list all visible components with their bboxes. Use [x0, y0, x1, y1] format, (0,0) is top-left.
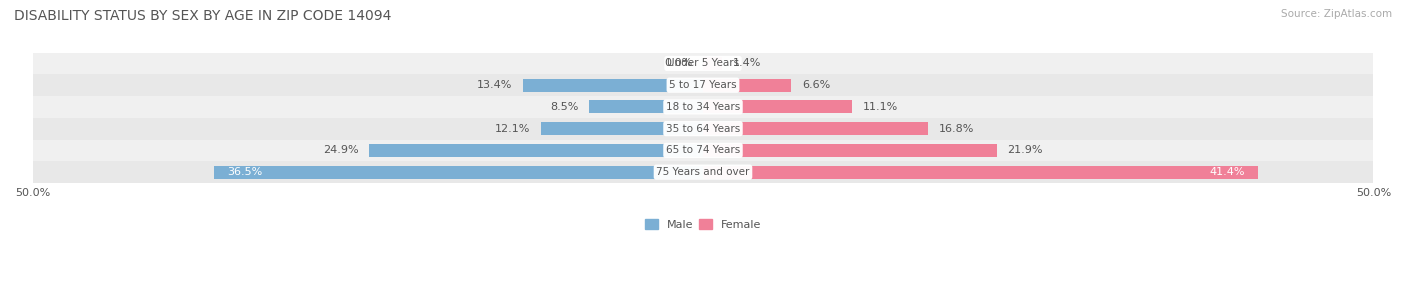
Text: 18 to 34 Years: 18 to 34 Years	[666, 102, 740, 112]
Bar	[523, 79, 703, 92]
Text: 6.6%: 6.6%	[803, 80, 831, 90]
Text: 75 Years and over: 75 Years and over	[657, 167, 749, 177]
Bar	[32, 96, 1374, 118]
Bar	[703, 144, 997, 157]
Text: 41.4%: 41.4%	[1209, 167, 1244, 177]
Text: 36.5%: 36.5%	[226, 167, 263, 177]
Text: DISABILITY STATUS BY SEX BY AGE IN ZIP CODE 14094: DISABILITY STATUS BY SEX BY AGE IN ZIP C…	[14, 9, 391, 23]
Bar	[32, 74, 1374, 96]
Bar	[589, 100, 703, 113]
Text: 21.9%: 21.9%	[1007, 145, 1043, 155]
Bar	[32, 140, 1374, 161]
Text: 0.0%: 0.0%	[664, 58, 692, 68]
Text: 8.5%: 8.5%	[550, 102, 578, 112]
Text: 5 to 17 Years: 5 to 17 Years	[669, 80, 737, 90]
Text: 35 to 64 Years: 35 to 64 Years	[666, 124, 740, 134]
Text: 11.1%: 11.1%	[862, 102, 898, 112]
Text: 65 to 74 Years: 65 to 74 Years	[666, 145, 740, 155]
Text: Under 5 Years: Under 5 Years	[666, 58, 740, 68]
Bar	[370, 144, 703, 157]
Bar	[214, 166, 703, 179]
Bar	[703, 57, 721, 70]
Bar	[703, 100, 852, 113]
Text: 12.1%: 12.1%	[495, 124, 530, 134]
Bar	[32, 118, 1374, 140]
Bar	[703, 166, 1258, 179]
Text: 24.9%: 24.9%	[323, 145, 359, 155]
Legend: Male, Female: Male, Female	[640, 215, 766, 234]
Bar	[703, 122, 928, 135]
Bar	[32, 53, 1374, 74]
Text: 13.4%: 13.4%	[477, 80, 513, 90]
Bar	[703, 79, 792, 92]
Bar	[32, 161, 1374, 183]
Bar	[541, 122, 703, 135]
Text: 16.8%: 16.8%	[939, 124, 974, 134]
Text: Source: ZipAtlas.com: Source: ZipAtlas.com	[1281, 9, 1392, 19]
Text: 1.4%: 1.4%	[733, 58, 761, 68]
